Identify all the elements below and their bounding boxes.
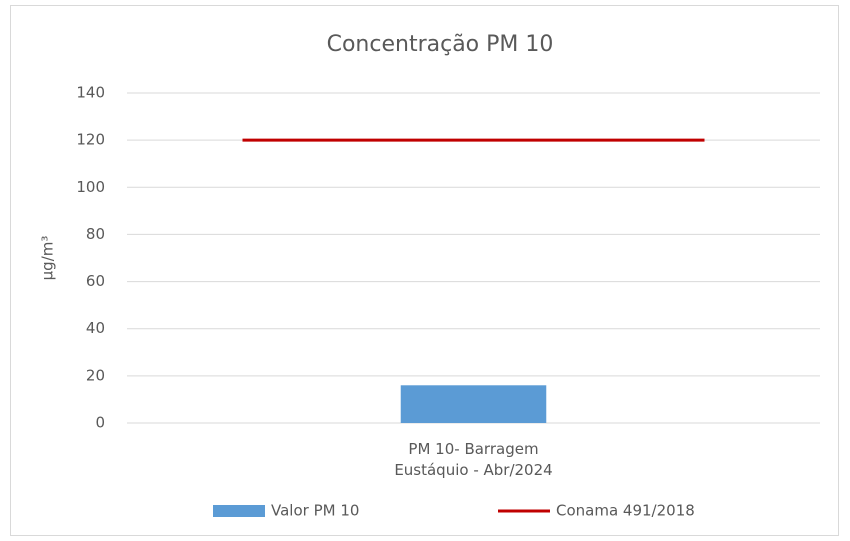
y-tick-label: 60 [86,272,105,290]
y-tick-label: 100 [76,178,105,196]
y-tick-label: 40 [86,319,105,337]
y-axis-label: µg/m³ [39,236,57,281]
chart-border [10,5,839,536]
y-tick-label: 120 [76,131,105,149]
x-tick-label: PM 10- Barragem Eustáquio - Abr/2024 [394,440,553,479]
y-tick-label: 80 [86,225,105,243]
y-tick-label: 0 [95,414,105,432]
y-tick-label: 20 [86,366,105,384]
legend-swatch [213,505,265,517]
chart-title: Concentração PM 10 [327,32,554,57]
y-tick-label: 140 [76,84,105,102]
legend-label: Conama 491/2018 [556,502,695,520]
bar [400,385,547,423]
legend-label: Valor PM 10 [271,502,359,520]
